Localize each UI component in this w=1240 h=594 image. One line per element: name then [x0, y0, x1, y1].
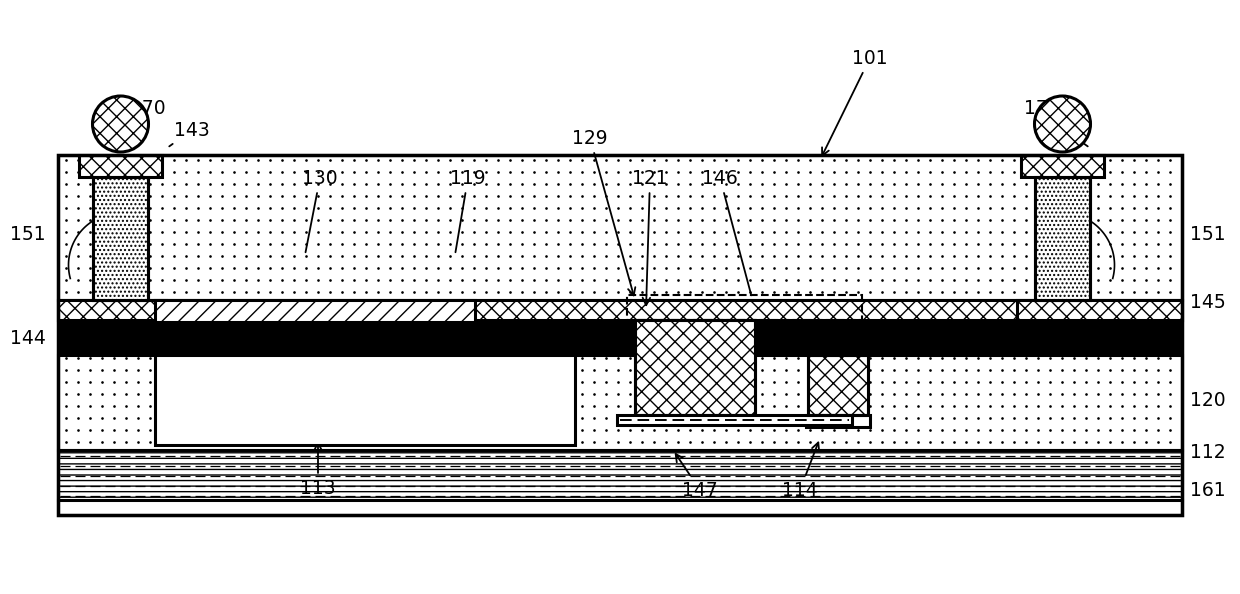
- Bar: [155, 355, 575, 445]
- Bar: [1035, 177, 1090, 300]
- Text: 144: 144: [10, 328, 46, 347]
- Bar: [58, 450, 1182, 500]
- Text: 145: 145: [1190, 292, 1226, 311]
- Text: 114: 114: [782, 443, 820, 500]
- Bar: [58, 500, 1182, 515]
- Bar: [58, 155, 1182, 300]
- Bar: [58, 320, 1182, 355]
- Text: 120: 120: [1190, 390, 1225, 409]
- Text: 147: 147: [676, 454, 718, 500]
- Text: 143: 143: [169, 121, 210, 146]
- Bar: [58, 300, 166, 320]
- Text: 129: 129: [572, 128, 635, 295]
- Text: 131: 131: [262, 397, 306, 419]
- Text: 101: 101: [822, 49, 888, 156]
- Text: 112: 112: [1190, 443, 1225, 462]
- Text: 121: 121: [632, 169, 668, 305]
- Text: 170: 170: [1024, 99, 1066, 128]
- Text: 143: 143: [1047, 121, 1087, 146]
- Bar: [1035, 177, 1090, 300]
- Bar: [1021, 155, 1104, 177]
- Bar: [1017, 300, 1182, 320]
- Text: 151: 151: [1190, 226, 1225, 245]
- Bar: [155, 322, 495, 355]
- Bar: [58, 355, 1182, 450]
- Circle shape: [93, 96, 149, 152]
- Bar: [58, 155, 1182, 515]
- Text: 151: 151: [10, 226, 46, 245]
- Bar: [93, 177, 148, 300]
- Text: 161: 161: [1190, 481, 1225, 500]
- Bar: [155, 300, 475, 322]
- Bar: [627, 295, 862, 320]
- Bar: [635, 320, 755, 415]
- Bar: [58, 300, 1182, 320]
- Text: 119: 119: [450, 169, 486, 252]
- Bar: [806, 415, 870, 427]
- Text: 170: 170: [124, 99, 166, 128]
- Bar: [635, 320, 755, 415]
- Bar: [808, 355, 868, 415]
- Text: 146: 146: [702, 169, 751, 295]
- Bar: [808, 355, 868, 415]
- Bar: [79, 155, 162, 177]
- Bar: [618, 415, 852, 425]
- Bar: [93, 177, 148, 300]
- Text: 113: 113: [300, 443, 336, 498]
- Circle shape: [1034, 96, 1090, 152]
- Text: 130: 130: [303, 169, 337, 252]
